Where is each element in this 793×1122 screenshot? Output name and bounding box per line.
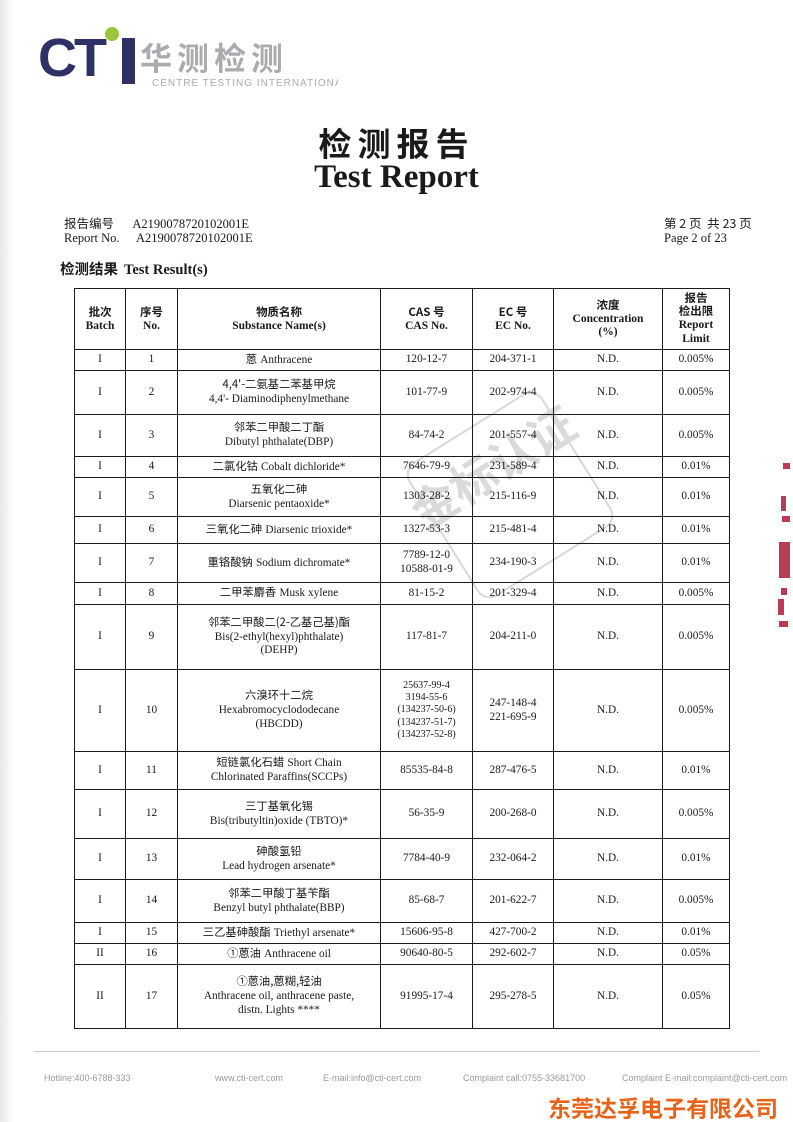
svg-text:CENTRE TESTING INTERNATIONAL: CENTRE TESTING INTERNATIONAL	[152, 78, 338, 89]
svg-text:CT: CT	[38, 28, 107, 88]
svg-text:华测检测: 华测检测	[140, 34, 288, 80]
